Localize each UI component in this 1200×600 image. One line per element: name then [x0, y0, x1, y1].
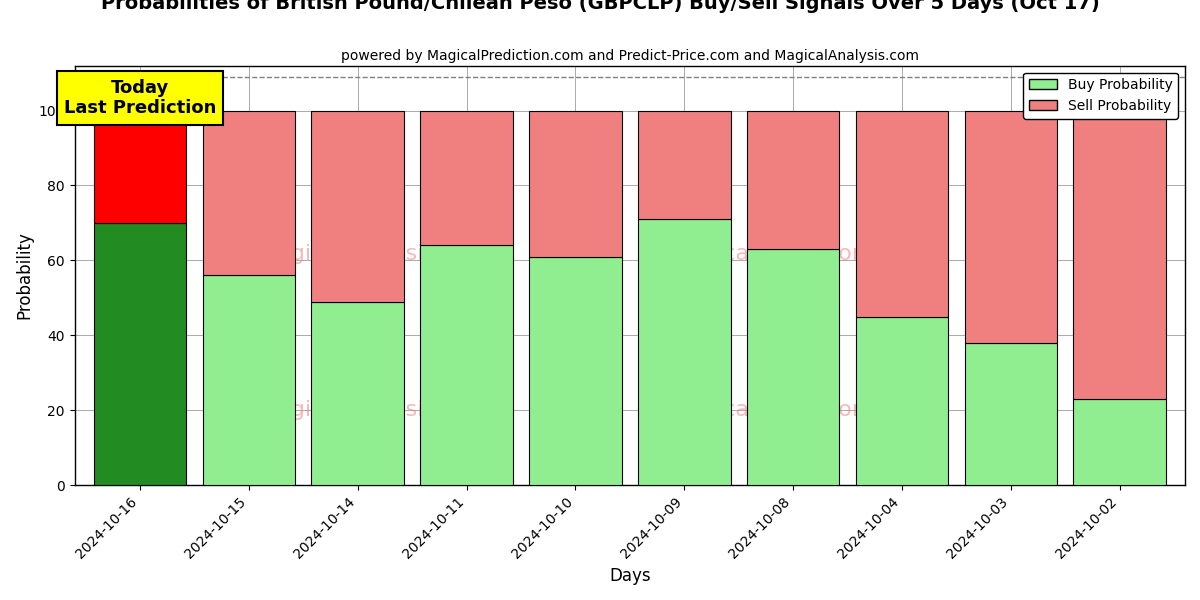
Bar [1074, 110, 1166, 399]
Bar [529, 110, 622, 257]
Text: MagicalPrediction.com: MagicalPrediction.com [671, 244, 922, 265]
X-axis label: Days: Days [610, 567, 650, 585]
Bar [312, 302, 404, 485]
Bar [529, 257, 622, 485]
Bar [203, 275, 295, 485]
Bar [94, 223, 186, 485]
Bar [1074, 399, 1166, 485]
Text: Probabilities of British Pound/Chilean Peso (GBPCLP) Buy/Sell Signals Over 5 Day: Probabilities of British Pound/Chilean P… [101, 0, 1099, 13]
Bar [420, 245, 512, 485]
Text: MagicalAnalysis.com: MagicalAnalysis.com [259, 400, 491, 419]
Legend: Buy Probability, Sell Probability: Buy Probability, Sell Probability [1024, 73, 1178, 119]
Bar [203, 110, 295, 275]
Bar [965, 110, 1057, 343]
Bar [420, 110, 512, 245]
Bar [638, 110, 731, 219]
Bar [856, 110, 948, 317]
Bar [312, 110, 404, 302]
Text: MagicalAnalysis.com: MagicalAnalysis.com [259, 244, 491, 265]
Bar [965, 343, 1057, 485]
Text: MagicalPrediction.com: MagicalPrediction.com [671, 400, 922, 419]
Text: Today
Last Prediction: Today Last Prediction [64, 79, 216, 118]
Y-axis label: Probability: Probability [16, 232, 34, 319]
Bar [746, 249, 839, 485]
Bar [94, 110, 186, 223]
Bar [638, 219, 731, 485]
Bar [746, 110, 839, 249]
Title: powered by MagicalPrediction.com and Predict-Price.com and MagicalAnalysis.com: powered by MagicalPrediction.com and Pre… [341, 49, 919, 63]
Bar [856, 317, 948, 485]
